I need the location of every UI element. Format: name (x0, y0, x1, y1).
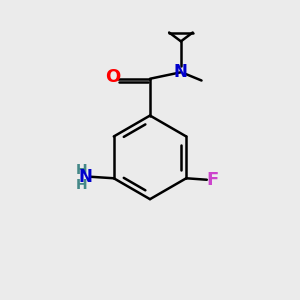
Text: H: H (76, 178, 87, 192)
Text: N: N (79, 168, 93, 186)
Text: O: O (105, 68, 120, 86)
Text: F: F (207, 171, 219, 189)
Text: H: H (76, 163, 87, 177)
Text: N: N (174, 63, 188, 81)
